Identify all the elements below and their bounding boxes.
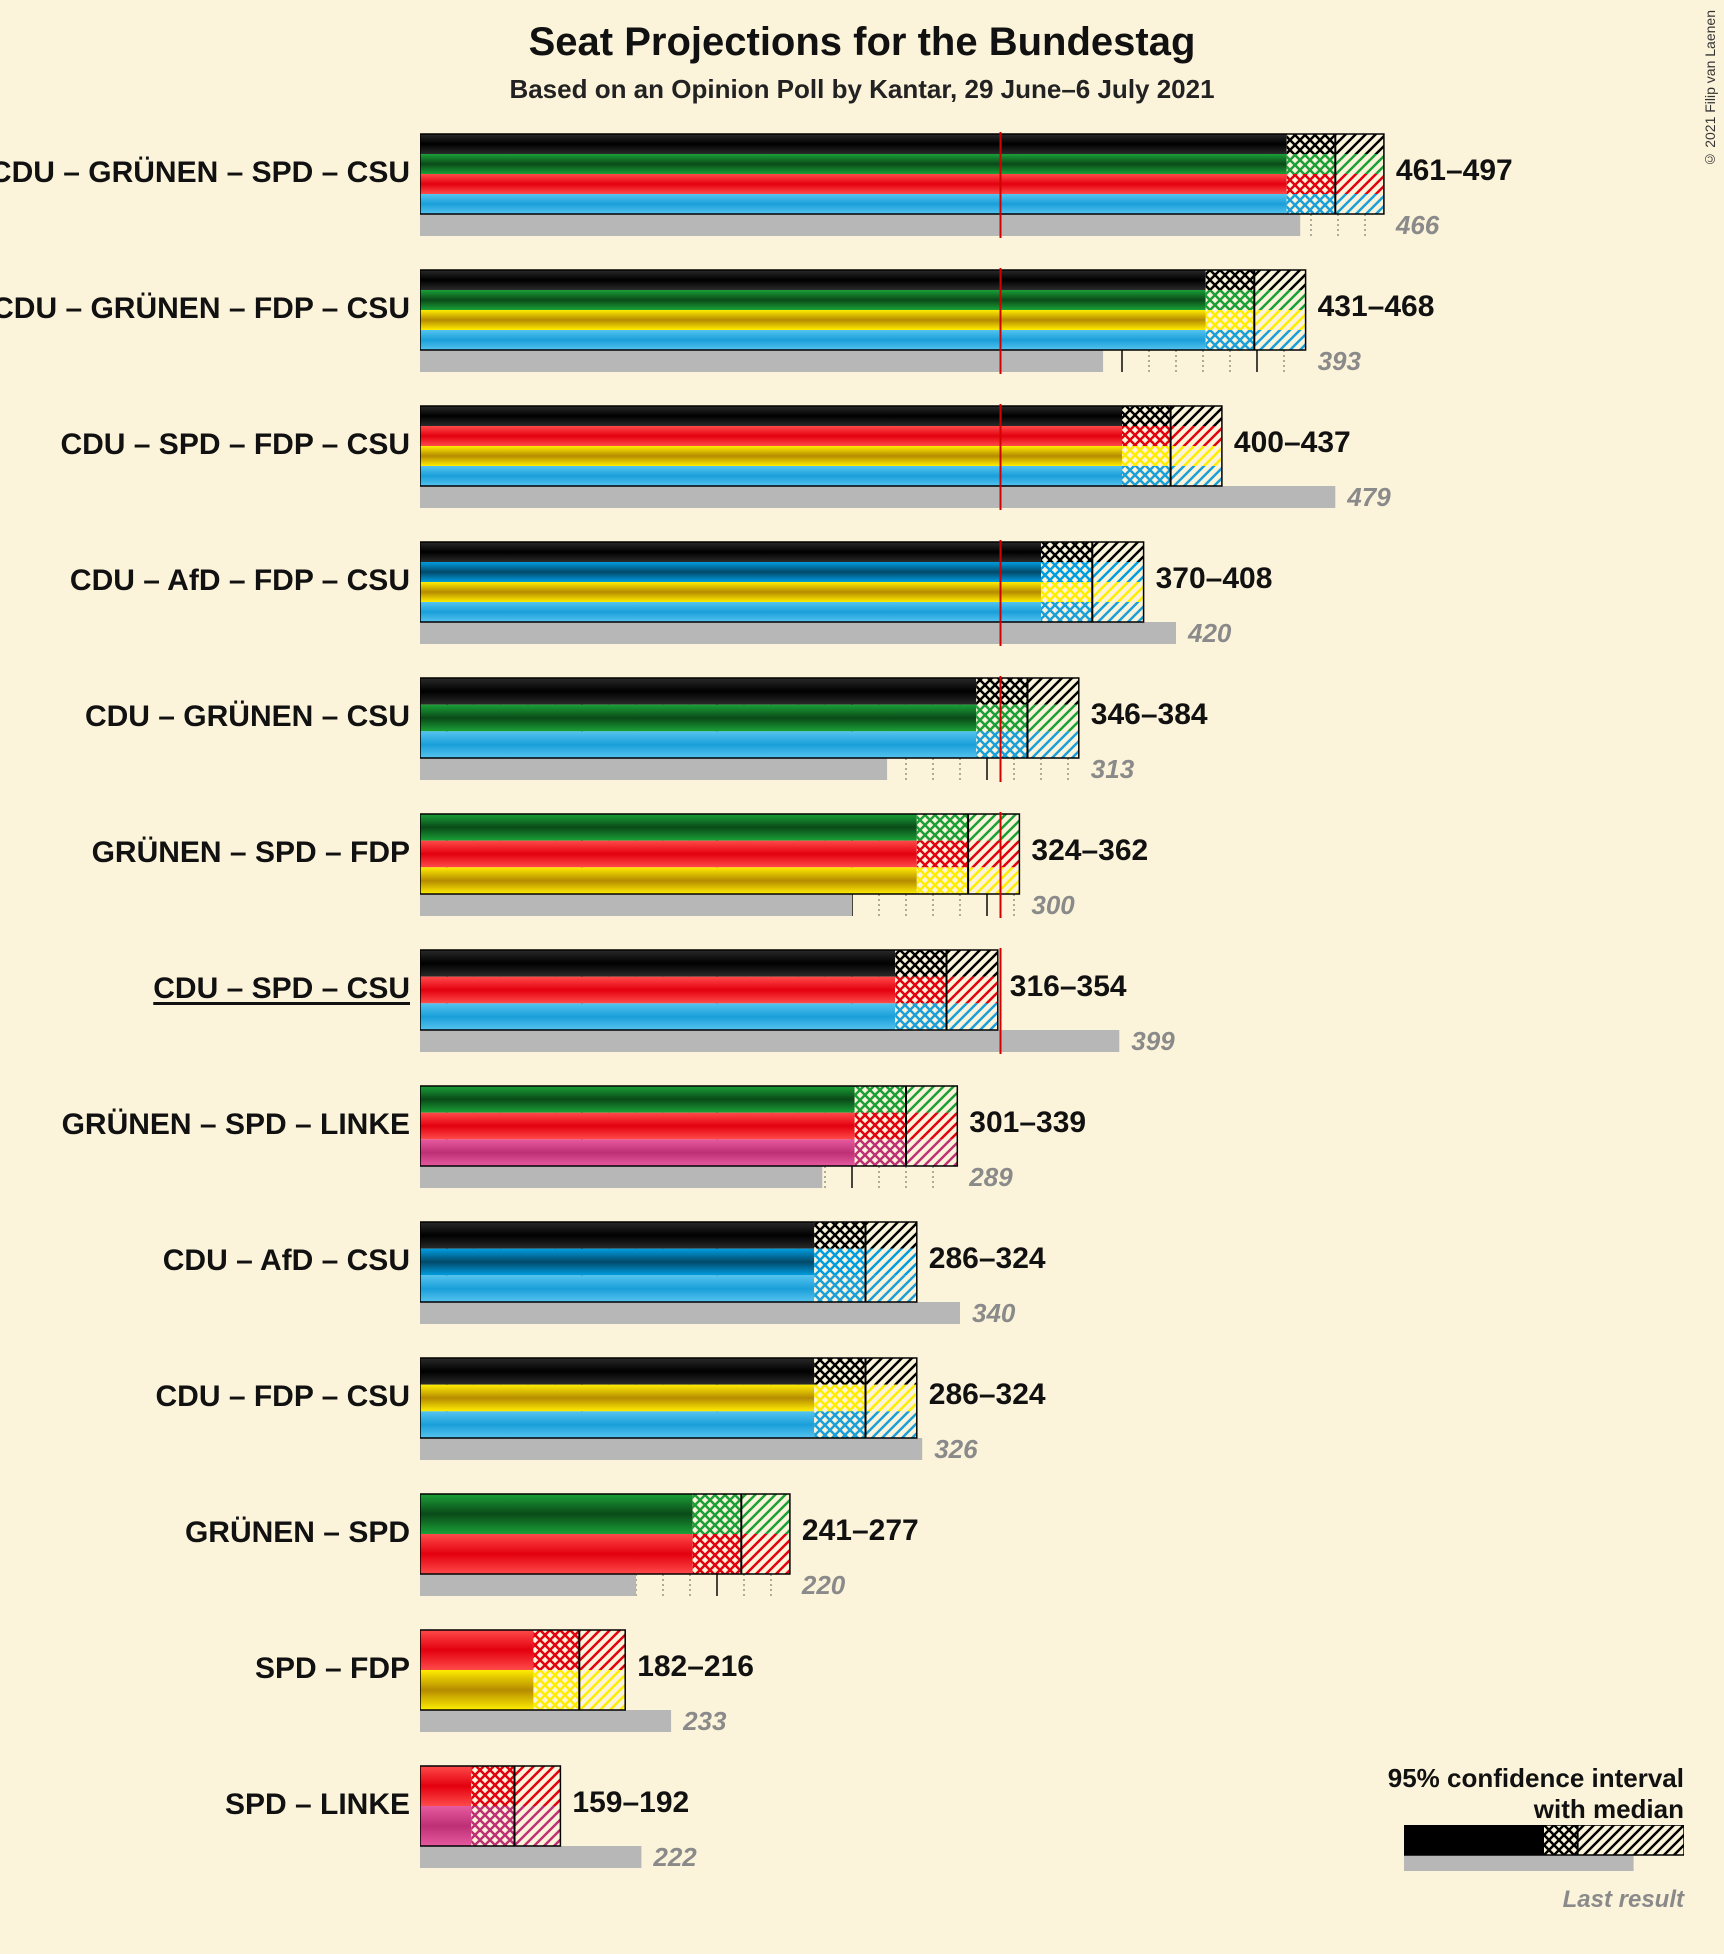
coalition-label: CDU – AfD – FDP – CSU: [70, 564, 410, 598]
previous-label: 479: [1347, 482, 1390, 513]
previous-label: 313: [1091, 754, 1134, 785]
coalition-label: SPD – LINKE: [225, 1788, 410, 1822]
previous-label: 326: [934, 1434, 977, 1465]
coalition-label: CDU – SPD – CSU: [153, 972, 410, 1006]
range-label: 370–408: [1156, 562, 1273, 596]
coalition-label: CDU – SPD – FDP – CSU: [60, 428, 410, 462]
previous-label: 420: [1188, 618, 1231, 649]
previous-label: 300: [1031, 890, 1074, 921]
range-label: 400–437: [1234, 426, 1351, 460]
row-labels-column: CDU – GRÜNEN – SPD – CSU CDU – GRÜNEN – F…: [0, 130, 410, 1900]
coalition-label: GRÜNEN – SPD – FDP: [92, 836, 410, 870]
range-label: 182–216: [637, 1650, 754, 1684]
previous-label: 233: [683, 1706, 726, 1737]
page-root: © 2021 Filip van Laenen Seat Projections…: [0, 0, 1724, 1954]
legend-line1: 95% confidence interval: [1388, 1763, 1684, 1794]
previous-label: 340: [972, 1298, 1015, 1329]
chart-subtitle: Based on an Opinion Poll by Kantar, 29 J…: [0, 74, 1724, 105]
chart-area: [420, 130, 1500, 1900]
range-label: 324–362: [1031, 834, 1148, 868]
legend-swatch: [1404, 1825, 1684, 1881]
coalition-label: CDU – GRÜNEN – SPD – CSU: [0, 156, 410, 190]
legend-line2: with median: [1388, 1794, 1684, 1825]
range-label: 241–277: [802, 1514, 919, 1548]
range-label: 431–468: [1318, 290, 1435, 324]
range-label: 461–497: [1396, 154, 1513, 188]
coalition-label: GRÜNEN – SPD: [185, 1516, 410, 1550]
chart-svg: [420, 130, 1500, 1900]
previous-label: 399: [1131, 1026, 1174, 1057]
previous-label: 393: [1318, 346, 1361, 377]
coalition-label: CDU – FDP – CSU: [155, 1380, 410, 1414]
coalition-label: SPD – FDP: [255, 1652, 410, 1686]
coalition-label: CDU – GRÜNEN – FDP – CSU: [0, 292, 410, 326]
previous-label: 466: [1396, 210, 1439, 241]
range-label: 316–354: [1010, 970, 1127, 1004]
coalition-label: CDU – AfD – CSU: [163, 1244, 410, 1278]
previous-label: 289: [969, 1162, 1012, 1193]
previous-label: 220: [802, 1570, 845, 1601]
range-label: 301–339: [969, 1106, 1086, 1140]
range-label: 286–324: [929, 1242, 1046, 1276]
previous-label: 222: [653, 1842, 696, 1873]
legend: 95% confidence interval with median Last…: [1388, 1763, 1684, 1914]
range-label: 346–384: [1091, 698, 1208, 732]
range-label: 286–324: [929, 1378, 1046, 1412]
coalition-label: CDU – GRÜNEN – CSU: [85, 700, 410, 734]
coalition-label: GRÜNEN – SPD – LINKE: [62, 1108, 410, 1142]
range-label: 159–192: [572, 1786, 689, 1820]
chart-title: Seat Projections for the Bundestag: [0, 20, 1724, 65]
legend-last: Last result: [1388, 1886, 1684, 1914]
